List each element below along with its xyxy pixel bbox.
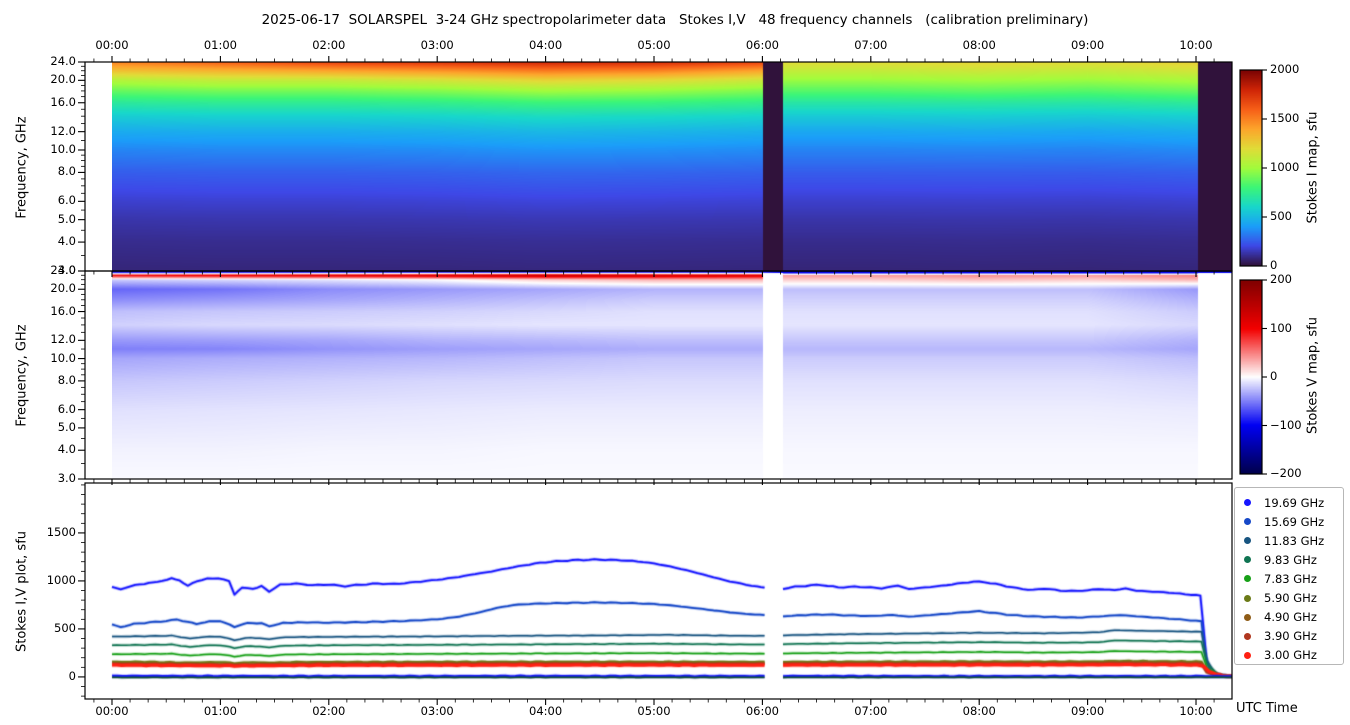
x-tick-label-bottom: 01:00 [203, 704, 237, 718]
legend-item: 11.83 GHz [1235, 531, 1343, 550]
figure-title: 2025-06-17 SOLARSPEL 3-24 GHz spectropol… [261, 12, 1089, 28]
legend-marker-icon [1244, 499, 1251, 507]
x-tick-label-top: 03:00 [420, 38, 454, 52]
legend-marker-icon [1244, 556, 1251, 564]
legend-marker-icon [1244, 594, 1251, 602]
colorbar-tick-label: −100 [1270, 417, 1302, 432]
freq-tick-label: 8.0 [57, 372, 76, 387]
colorbar-tick-label: 1000 [1270, 160, 1300, 174]
colorbar-v-label: Stokes V map, sfu [1305, 316, 1321, 435]
x-tick-label-bottom: 00:00 [95, 704, 129, 718]
sfu-tick-label: 500 [54, 620, 76, 635]
stokes-v-map-canvas [112, 271, 1232, 479]
freq-tick-label: 12.0 [50, 123, 76, 138]
x-tick-label-top: 06:00 [745, 38, 779, 52]
legend-item: 15.69 GHz [1235, 512, 1343, 531]
colorbar-tick-label: 1500 [1270, 111, 1300, 125]
x-axis-label: UTC Time [1236, 701, 1298, 716]
legend-item: 3.00 GHz [1235, 646, 1343, 665]
x-tick-label-bottom: 08:00 [962, 704, 996, 718]
legend-label: 5.90 GHz [1264, 591, 1317, 606]
freq-tick-label: 4.0 [57, 442, 76, 457]
x-tick-label-top: 04:00 [529, 38, 563, 52]
colorbar-tick-label: 0 [1270, 258, 1278, 272]
freq-tick-label: 24.0 [50, 263, 76, 277]
freq-tick-label: 5.0 [57, 211, 76, 226]
legend-item: 19.69 GHz [1235, 493, 1343, 512]
legend-marker-icon [1244, 632, 1251, 640]
freq-tick-label: 10.0 [50, 350, 76, 365]
freq-tick-label: 8.0 [57, 164, 76, 179]
legend-item: 5.90 GHz [1235, 588, 1343, 607]
legend-label: 11.83 GHz [1264, 533, 1325, 548]
legend-marker-icon [1244, 613, 1251, 621]
freq-tick-label: 5.0 [57, 419, 76, 434]
freq-tick-label: 20.0 [50, 281, 76, 296]
x-tick-label-bottom: 07:00 [854, 704, 888, 718]
stokes-i-map-canvas [112, 62, 1232, 271]
legend-item: 4.90 GHz [1235, 608, 1343, 627]
x-tick-label-top: 07:00 [854, 38, 888, 52]
freq-tick-label: 3.0 [57, 471, 76, 485]
freq-tick-label: 16.0 [50, 303, 76, 318]
stokes-iv-plot-canvas [85, 483, 1232, 699]
legend-marker-icon [1244, 537, 1251, 545]
legend: 19.69 GHz 15.69 GHz 11.83 GHz 9.83 GHz 7.83 … [1234, 487, 1344, 665]
x-tick-label-top: 05:00 [637, 38, 671, 52]
x-tick-label-bottom: 05:00 [637, 704, 671, 718]
freq-tick-label: 3.0 [57, 263, 76, 277]
x-tick-label-top: 10:00 [1179, 38, 1213, 52]
legend-label: 7.83 GHz [1264, 571, 1317, 586]
legend-label: 4.90 GHz [1264, 610, 1317, 625]
colorbar-tick-label: 2000 [1270, 62, 1300, 76]
legend-label: 9.83 GHz [1264, 552, 1317, 567]
freq-tick-label: 24.0 [50, 54, 76, 68]
legend-marker-icon [1244, 575, 1251, 583]
x-tick-label-top: 00:00 [95, 38, 129, 52]
x-tick-label-bottom: 02:00 [312, 704, 346, 718]
legend-item: 9.83 GHz [1235, 550, 1343, 569]
x-tick-label-bottom: 04:00 [529, 704, 563, 718]
freq-tick-label: 10.0 [50, 141, 76, 156]
x-tick-label-bottom: 09:00 [1071, 704, 1105, 718]
stokes-i-colorbar [1240, 70, 1262, 266]
colorbar-tick-label: 200 [1270, 272, 1292, 286]
sfu-tick-label: 0 [68, 668, 76, 683]
legend-marker-icon [1244, 651, 1251, 659]
legend-label: 15.69 GHz [1264, 514, 1325, 529]
x-tick-label-bottom: 03:00 [420, 704, 454, 718]
legend-label: 3.90 GHz [1264, 629, 1317, 644]
freq-tick-label: 12.0 [50, 332, 76, 347]
sfu-tick-label: 1000 [46, 572, 76, 587]
colorbar-tick-label: 100 [1270, 320, 1292, 335]
freq-tick-label: 6.0 [57, 401, 76, 416]
freq-tick-label: 16.0 [50, 94, 76, 109]
x-tick-label-bottom: 06:00 [745, 704, 779, 718]
x-tick-label-top: 01:00 [203, 38, 237, 52]
freq-tick-label: 20.0 [50, 72, 76, 87]
legend-item: 7.83 GHz [1235, 569, 1343, 588]
x-tick-label-top: 09:00 [1071, 38, 1105, 52]
colorbar-tick-label: 0 [1270, 369, 1278, 383]
colorbar-tick-label: 500 [1270, 209, 1292, 223]
x-tick-label-bottom: 10:00 [1179, 704, 1213, 718]
legend-item: 3.90 GHz [1235, 627, 1343, 646]
colorbar-i-label: Stokes I map, sfu [1305, 111, 1321, 224]
x-tick-label-top: 02:00 [312, 38, 346, 52]
legend-label: 19.69 GHz [1264, 495, 1325, 510]
stokes-v-colorbar [1240, 280, 1262, 474]
legend-marker-icon [1244, 518, 1251, 526]
legend-label: 3.00 GHz [1264, 648, 1317, 663]
freq-tick-label: 6.0 [57, 193, 76, 208]
colorbar-tick-label: −200 [1270, 466, 1302, 480]
sfu-tick-label: 1500 [46, 524, 76, 539]
freq-tick-label: 4.0 [57, 234, 76, 249]
x-tick-label-top: 08:00 [962, 38, 996, 52]
